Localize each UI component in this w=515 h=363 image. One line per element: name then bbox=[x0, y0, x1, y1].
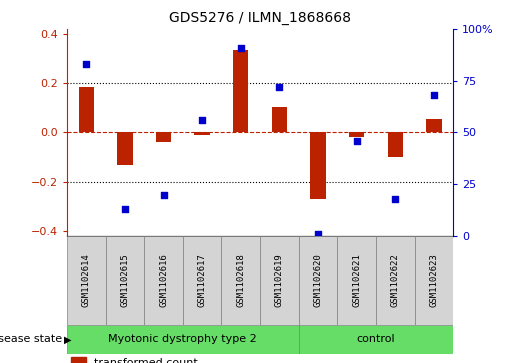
Bar bbox=[67, 325, 299, 354]
Title: GDS5276 / ILMN_1868668: GDS5276 / ILMN_1868668 bbox=[169, 11, 351, 25]
Bar bbox=[260, 236, 299, 325]
Bar bbox=[299, 325, 453, 354]
Point bbox=[352, 138, 360, 144]
Point bbox=[159, 192, 167, 197]
Bar bbox=[156, 132, 171, 142]
Bar bbox=[67, 236, 106, 325]
Bar bbox=[387, 132, 403, 157]
Point bbox=[275, 84, 283, 90]
Text: GSM1102616: GSM1102616 bbox=[159, 253, 168, 307]
Text: transformed count: transformed count bbox=[94, 358, 198, 363]
Bar bbox=[299, 236, 337, 325]
Bar bbox=[233, 50, 249, 132]
Bar bbox=[144, 236, 183, 325]
Text: GSM1102619: GSM1102619 bbox=[275, 253, 284, 307]
Text: GSM1102618: GSM1102618 bbox=[236, 253, 245, 307]
Point bbox=[391, 196, 400, 201]
Text: GSM1102623: GSM1102623 bbox=[430, 253, 438, 307]
Text: GSM1102622: GSM1102622 bbox=[391, 253, 400, 307]
Text: disease state: disease state bbox=[0, 334, 62, 344]
Bar bbox=[426, 119, 442, 132]
Bar bbox=[194, 132, 210, 135]
Text: GSM1102615: GSM1102615 bbox=[121, 253, 129, 307]
Text: control: control bbox=[356, 334, 396, 344]
Point bbox=[121, 206, 129, 212]
Bar bbox=[349, 132, 364, 138]
Bar bbox=[183, 236, 221, 325]
Bar bbox=[272, 107, 287, 132]
Bar bbox=[310, 132, 325, 199]
Point bbox=[236, 45, 245, 50]
Bar bbox=[415, 236, 453, 325]
Text: GSM1102617: GSM1102617 bbox=[198, 253, 207, 307]
Text: Myotonic dystrophy type 2: Myotonic dystrophy type 2 bbox=[109, 334, 257, 344]
Point bbox=[82, 61, 91, 67]
Point bbox=[198, 117, 206, 123]
Text: GSM1102620: GSM1102620 bbox=[314, 253, 322, 307]
Text: GSM1102621: GSM1102621 bbox=[352, 253, 361, 307]
Bar bbox=[337, 236, 376, 325]
Bar bbox=[106, 236, 144, 325]
Bar bbox=[221, 236, 260, 325]
Point bbox=[430, 92, 438, 98]
Bar bbox=[376, 236, 415, 325]
Bar bbox=[78, 87, 94, 132]
Point bbox=[314, 231, 322, 237]
Text: GSM1102614: GSM1102614 bbox=[82, 253, 91, 307]
Text: ▶: ▶ bbox=[64, 334, 72, 344]
Bar bbox=[117, 132, 133, 164]
Bar bbox=[71, 357, 87, 363]
